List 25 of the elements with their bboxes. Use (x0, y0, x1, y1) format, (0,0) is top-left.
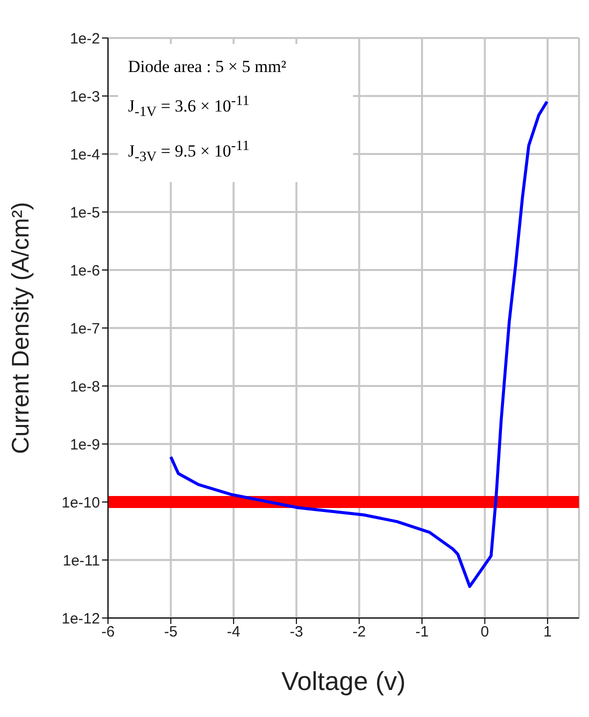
y-tick-label: 1e-2 (70, 30, 100, 48)
y-tick-label: 1e-9 (70, 436, 100, 454)
annotation: J$_{-3V}$ = 9.5 × 10$^{-11}$ (128, 137, 250, 168)
y-tick-label: 1e-8 (70, 378, 100, 396)
y-tick-label: 1e-10 (62, 494, 100, 512)
y-tick-label: 1e-3 (70, 88, 100, 106)
annotation: Diode area : 5 × 5 mm² (128, 56, 288, 78)
x-tick-label: -2 (352, 624, 366, 641)
x-tick-label: -3 (290, 624, 304, 641)
x-tick-label: -1 (415, 624, 429, 641)
x-tick-label: -4 (226, 624, 240, 641)
x-tick-label: -5 (164, 624, 178, 641)
x-tick-label: 1 (543, 624, 552, 641)
y-tick-label: 1e-5 (70, 204, 100, 222)
y-tick-label: 1e-6 (70, 262, 100, 280)
y-axis-title: Current Density (A/cm²) (8, 202, 35, 454)
y-tick-label: 1e-11 (62, 552, 100, 570)
annotation: J$_{-1V}$ = 3.6 × 10$^{-11}$ (128, 92, 250, 122)
x-tick-label: 0 (480, 624, 489, 641)
y-tick-label: 1e-12 (62, 610, 100, 628)
text-box: Diode area : 5 × 5 mm² J$_{-1V}$ = 3.6 × 10$^{-11}$ J$_{-3V}$ = 9.5 × 10$^{-11}$ (118, 44, 353, 182)
x-axis-title: Voltage (v) (281, 666, 406, 696)
y-tick-label: 1e-4 (70, 146, 100, 164)
x-tick-label: -6 (101, 624, 115, 641)
y-tick-label: 1e-7 (70, 320, 100, 338)
